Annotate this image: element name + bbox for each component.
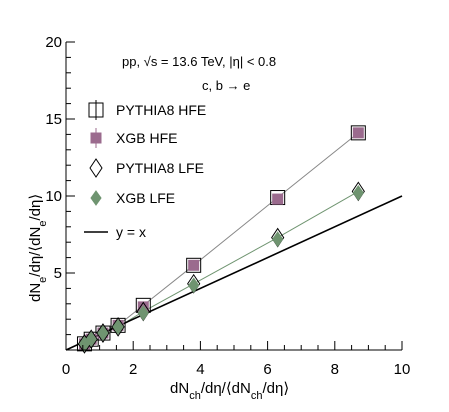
annotation-process: c, b → e xyxy=(202,78,250,93)
data-point-pythia8-hfe xyxy=(186,257,202,273)
annotation-collision: pp, √s = 13.6 TeV, |η| < 0.8 xyxy=(122,54,276,69)
y-tick-label: 5 xyxy=(54,265,62,282)
x-tick-label: 0 xyxy=(62,361,70,378)
data-point-xgb-lfe xyxy=(188,277,200,294)
x-axis-label: dNch/dη/⟨dNch/dη⟩ xyxy=(170,380,289,402)
data-point-xgb-lfe xyxy=(85,331,97,348)
axes-layer: 0 2 4 6 8 10 5 10 15 20 xyxy=(45,34,410,378)
legend: PYTHIA8 HFE XGB HFE PYTHIA8 LFE XGB LFE y = … xyxy=(84,100,206,240)
legend-symbol-pythia8-lfe xyxy=(89,158,103,178)
legend-symbol-xgb-lfe xyxy=(90,190,102,206)
data-point-pythia8-lfe xyxy=(111,316,125,337)
series-layer xyxy=(65,125,403,354)
data-point-xgb-hfe xyxy=(272,193,284,205)
legend-label-xgb-lfe: XGB LFE xyxy=(116,190,175,206)
x-tick-label: 4 xyxy=(196,361,204,378)
data-point-pythia8-lfe xyxy=(84,329,98,350)
x-tick-label: 10 xyxy=(394,361,411,378)
data-point-pythia8-hfe xyxy=(350,125,366,141)
y-tick-label: 10 xyxy=(45,188,62,205)
data-point-xgb-lfe xyxy=(352,185,364,201)
x-tick-label: 6 xyxy=(263,361,271,378)
x-tick-label: 2 xyxy=(129,361,137,378)
data-point-xgb-lfe xyxy=(112,319,124,335)
data-point-xgb-lfe xyxy=(272,231,284,247)
y-axis-label: dNe/dη/⟨dNe/dη⟩ xyxy=(27,194,49,302)
x-tick-label: 8 xyxy=(331,361,339,378)
data-point-xgb-hfe xyxy=(352,127,364,139)
data-point-xgb-lfe xyxy=(97,325,109,341)
legend-label-y-x: y = x xyxy=(116,224,146,240)
legend-symbol-xgb-hfe xyxy=(90,132,102,144)
legend-label-xgb-hfe: XGB HFE xyxy=(116,130,177,146)
y-tick-label: 20 xyxy=(45,34,62,51)
legend-symbol-pythia8-hfe xyxy=(88,102,104,118)
data-point-xgb-hfe xyxy=(188,259,200,271)
legend-label-pythia8-hfe: PYTHIA8 HFE xyxy=(116,102,206,118)
data-point-xgb-lfe xyxy=(137,305,149,321)
legend-label-pythia8-lfe: PYTHIA8 LFE xyxy=(116,160,204,176)
data-point-pythia8-lfe xyxy=(96,323,110,343)
y-tick-label: 15 xyxy=(45,111,62,128)
